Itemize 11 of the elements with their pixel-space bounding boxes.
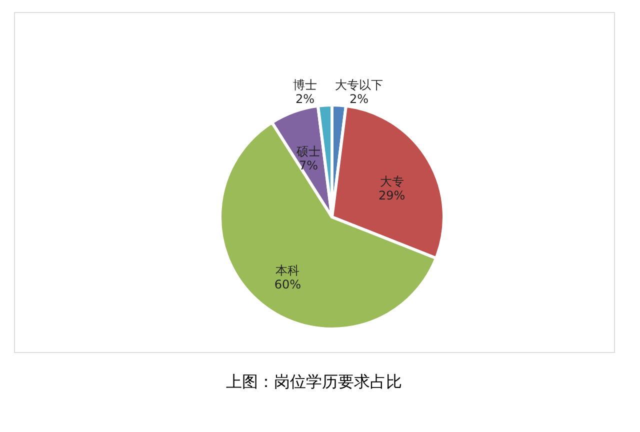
slice-label: 本科 (276, 264, 300, 278)
data-label: 60% (274, 278, 302, 292)
slice-label: 大专以下 (335, 78, 384, 92)
data-label: 2% (295, 92, 314, 106)
data-label: 7% (298, 158, 318, 173)
slice-label: 硕士 (295, 144, 320, 159)
slice-label: 博士 (292, 78, 317, 92)
slice-label: 大专 (380, 174, 404, 189)
text: 上图：岗位学历要求占比 (226, 372, 402, 391)
data-label: 29% (378, 188, 406, 203)
data-label: 2% (350, 92, 369, 106)
